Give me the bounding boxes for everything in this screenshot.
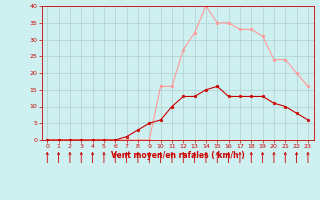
X-axis label: Vent moyen/en rafales ( km/h ): Vent moyen/en rafales ( km/h ) <box>111 151 244 160</box>
